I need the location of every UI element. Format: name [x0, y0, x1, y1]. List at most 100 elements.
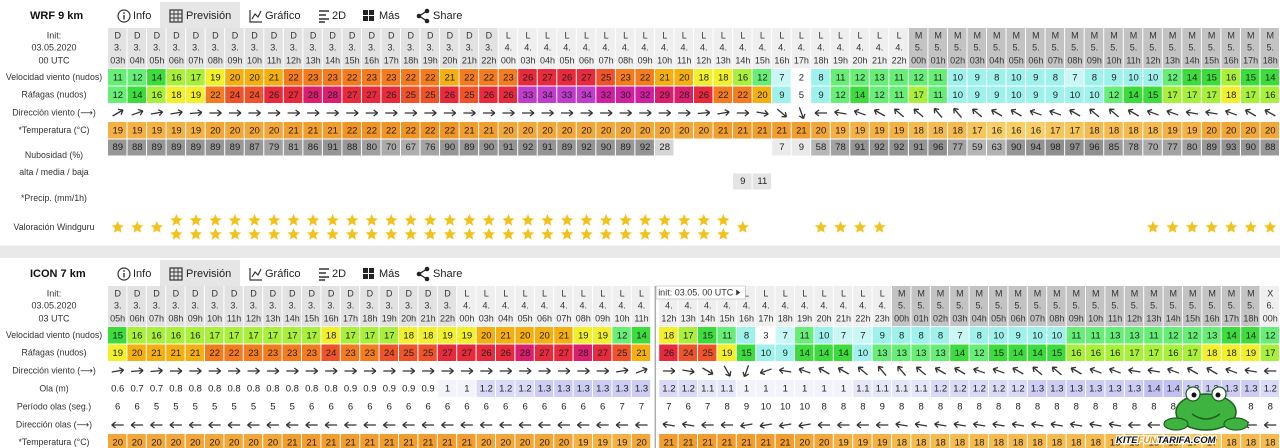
nav-graph[interactable]: Gráfico [265, 10, 300, 22]
temp-value: 20 [1245, 125, 1256, 136]
temp-value: 21 [777, 125, 788, 136]
nav-2d[interactable]: 2D [332, 10, 346, 22]
wind-cell [908, 69, 928, 86]
temp-value: 18 [1032, 437, 1043, 448]
temp-value: 19 [171, 125, 182, 136]
gust-value: 12 [974, 348, 985, 359]
wave-cell [717, 380, 736, 397]
day-date: 5. [898, 300, 906, 310]
rating-star [326, 228, 339, 240]
header-cell [674, 28, 693, 68]
wave-arrow [499, 421, 512, 429]
cloud-value: 90 [1011, 142, 1022, 153]
temp-cell [303, 122, 322, 139]
gust-cell [127, 344, 146, 361]
gust-cell [108, 344, 127, 361]
nav-graph[interactable]: Gráfico [265, 268, 300, 280]
wind-value: 25 [601, 72, 612, 83]
cloud-value: 98 [1050, 142, 1061, 153]
wave-cell [573, 380, 592, 397]
rating-star [678, 228, 691, 240]
wave-cell [282, 380, 301, 397]
nav-share[interactable]: Share [433, 268, 462, 280]
header-cell [498, 28, 518, 68]
wind-arrow [169, 367, 183, 375]
wind-cell [889, 69, 908, 86]
nav-forecast[interactable]: Previsión [186, 268, 231, 280]
rating-star [482, 214, 496, 226]
wave-arrow [1108, 421, 1122, 429]
temp-cell [321, 434, 340, 448]
nav-info[interactable]: Info [133, 10, 151, 22]
nav-2d[interactable]: 2D [332, 268, 346, 280]
share-icon [424, 8, 430, 14]
temp-value: 20 [269, 125, 280, 136]
cloud-cell [244, 139, 264, 156]
hour: 07h [149, 313, 164, 323]
wave-value: 1.3 [615, 384, 628, 395]
temp-value: 19 [132, 125, 143, 136]
cloud-cell [518, 139, 537, 156]
hour: 10h [1106, 55, 1121, 65]
wind-arrow [1029, 108, 1042, 116]
temp-value: 19 [617, 437, 628, 448]
cloud-value: 78 [1128, 142, 1139, 153]
nav-more[interactable]: Más [379, 10, 400, 22]
frog-body [1175, 393, 1237, 431]
nav-share[interactable]: Share [433, 10, 462, 22]
day-date: 6. [1267, 300, 1275, 310]
temp-value: 21 [327, 125, 338, 136]
wind-value: 18 [423, 330, 434, 341]
day-date: 3. [309, 42, 317, 52]
wind-arrow [1069, 108, 1081, 117]
nav-info[interactable]: Info [133, 268, 151, 280]
wind-arrow [519, 367, 532, 375]
wind-arrow [1032, 366, 1043, 376]
header-cell [775, 286, 794, 326]
wave-arrow [576, 421, 590, 429]
wind-value: 10 [1052, 330, 1063, 341]
hour: 12h [246, 313, 261, 323]
day-letter: M [956, 288, 964, 298]
temp-value: 19 [877, 437, 888, 448]
gust-value: 9 [994, 90, 999, 101]
period-value: 10 [780, 402, 791, 413]
day-letter: D [211, 288, 218, 298]
gust-value: 17 [1265, 348, 1276, 359]
more-icon [369, 268, 374, 273]
temp-value: 19 [152, 125, 163, 136]
header-cell [440, 28, 459, 68]
wind-arrow [897, 365, 907, 377]
nav-more[interactable]: Más [379, 268, 400, 280]
rating-star [404, 228, 417, 240]
temp-value: 17 [1207, 437, 1218, 448]
day-date: 4. [599, 300, 607, 310]
day-letter: D [232, 30, 239, 40]
period-value: 8 [1171, 402, 1176, 413]
hour: 13h [265, 313, 280, 323]
temp-value: 21 [484, 125, 495, 136]
day-letter: D [367, 288, 374, 298]
wave-value: 0.9 [402, 384, 415, 395]
day-letter: M [1052, 30, 1060, 40]
hour: 17h [1224, 313, 1239, 323]
wave-value: 1 [445, 384, 450, 395]
temp-value: 16 [991, 125, 1002, 136]
wind-cell [457, 327, 476, 344]
hour: 22h [440, 313, 455, 323]
wind-cell [420, 69, 440, 86]
gust-value: 27 [597, 348, 608, 359]
period-value: 10 [799, 402, 810, 413]
wave-arrow [324, 421, 338, 429]
temp-cell [1201, 122, 1221, 139]
nav-forecast[interactable]: Previsión [186, 10, 231, 22]
wind-arrow [857, 366, 868, 376]
gust-cell [659, 344, 678, 361]
wave-value: 1.3 [557, 384, 570, 395]
logo-part: KITE [1116, 435, 1138, 446]
day-date: 5. [1150, 300, 1158, 310]
cloud-value: 92 [581, 142, 592, 153]
temp-value: 20 [503, 125, 514, 136]
temp-value: 19 [191, 125, 202, 136]
hour: 09h [188, 313, 203, 323]
